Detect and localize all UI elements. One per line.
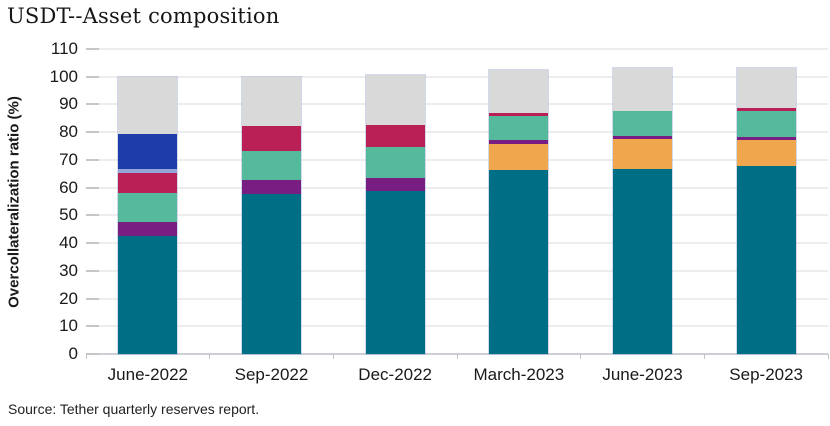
- gray-segment: [613, 68, 672, 111]
- purple-segment: [613, 136, 672, 140]
- x-tick-label-dec-2022: Dec-2022: [358, 365, 433, 384]
- green-segment: [613, 110, 672, 137]
- y-axis-title-wrap: Overcollateralization ratio (%): [2, 49, 26, 354]
- y-axis-tick-70: [86, 158, 99, 161]
- gray-segment: [365, 74, 425, 125]
- y-tick-label-100: 100: [49, 66, 78, 86]
- teal-segment: [613, 169, 672, 354]
- y-axis-tick-60: [86, 186, 99, 189]
- orange-segment: [613, 139, 672, 170]
- y-axis-title: Overcollateralization ratio (%): [5, 95, 23, 308]
- y-axis-tick-50: [86, 214, 99, 217]
- gridline-90: [86, 103, 828, 106]
- y-tick-label-40: 40: [59, 233, 78, 253]
- x-axis-tick-3: [456, 354, 458, 359]
- purple-segment: [242, 180, 301, 194]
- y-axis-tick-110: [86, 48, 99, 50]
- orange-segment: [736, 140, 796, 167]
- crimson-segment: [489, 112, 549, 116]
- orange-segment: [489, 143, 549, 171]
- x-tick-label-june-2023: June-2023: [602, 365, 683, 384]
- crimson-segment: [365, 124, 425, 148]
- x-axis-tick-6: [827, 354, 829, 359]
- purple-segment: [736, 137, 796, 141]
- y-axis-tick-10: [86, 325, 99, 328]
- bar-dec-2022: [364, 73, 426, 356]
- y-axis-tick-labels: 0 10 20 30 40 50 60 70 80 90 100 110: [30, 39, 78, 363]
- chart-title: USDT--Asset composition: [7, 4, 280, 28]
- y-axis-tick-90: [86, 103, 99, 106]
- gridline-110: [86, 48, 828, 50]
- green-segment: [118, 192, 178, 222]
- crimson-segment: [242, 125, 301, 152]
- x-axis-tick-1: [209, 354, 211, 359]
- green-segment: [489, 115, 549, 141]
- x-tick-label-sep-2022: Sep-2022: [234, 365, 309, 384]
- gridline-50: [86, 214, 828, 217]
- x-axis-tick-0: [85, 354, 87, 359]
- purple-segment: [365, 177, 425, 191]
- y-axis-tick-20: [86, 297, 99, 300]
- y-tick-label-60: 60: [59, 177, 78, 197]
- gray-segment: [736, 68, 796, 109]
- teal-segment: [736, 166, 796, 354]
- gray-segment: [489, 70, 549, 113]
- gray-segment: [118, 76, 178, 134]
- teal-segment: [489, 170, 549, 354]
- y-tick-label-20: 20: [59, 288, 78, 308]
- bar-june-2023: [612, 67, 673, 355]
- y-axis-tick-80: [86, 131, 99, 134]
- y-axis-tick-30: [86, 269, 99, 272]
- source-note: Source: Tether quarterly reserves report…: [8, 401, 260, 417]
- x-tick-label-june-2022: June-2022: [107, 365, 188, 384]
- green-segment: [242, 151, 301, 181]
- purple-segment: [118, 221, 178, 236]
- teal-segment: [242, 193, 301, 354]
- y-axis-tick-0: [86, 353, 99, 355]
- purple-segment: [489, 140, 549, 144]
- y-tick-label-70: 70: [59, 149, 78, 169]
- y-tick-label-110: 110: [50, 39, 78, 58]
- green-segment: [365, 147, 425, 178]
- green-segment: [736, 110, 796, 138]
- x-axis-tick-2: [332, 354, 334, 359]
- x-tick-label-march-2023: March-2023: [473, 365, 565, 384]
- y-axis-tick-40: [86, 242, 99, 245]
- blue-segment: [118, 133, 178, 169]
- gridline-20: [86, 297, 828, 300]
- gridline-30: [86, 269, 828, 272]
- y-tick-label-90: 90: [59, 94, 78, 114]
- y-tick-label-50: 50: [59, 205, 78, 225]
- bar-march-2023: [488, 69, 550, 355]
- x-tick-label-sep-2023: Sep-2023: [729, 365, 804, 384]
- x-axis-tick-4: [580, 354, 582, 359]
- gridline-60: [86, 186, 828, 189]
- gridline-70: [86, 158, 828, 161]
- gridline-80: [86, 131, 828, 134]
- teal-segment: [365, 190, 425, 354]
- crimson-segment: [118, 172, 178, 193]
- y-axis-tick-100: [86, 75, 99, 78]
- teal-segment: [118, 235, 178, 354]
- bar-sep-2023: [735, 67, 797, 355]
- y-tick-label-10: 10: [59, 316, 78, 336]
- gray-segment: [242, 76, 301, 126]
- periwinkle-segment: [118, 168, 178, 173]
- y-tick-label-80: 80: [59, 122, 78, 142]
- plot-area: [85, 48, 829, 359]
- gridline-10: [86, 325, 828, 328]
- gridline-100: [86, 75, 828, 78]
- y-tick-label-0: 0: [68, 344, 78, 363]
- gridline-40: [86, 242, 828, 245]
- x-axis-tick-labels: June-2022 Sep-2022 Dec-2022 March-2023 June-…: [86, 365, 828, 387]
- x-axis-tick-5: [703, 354, 705, 359]
- crimson-segment: [736, 108, 796, 111]
- bar-june-2022: [117, 75, 179, 356]
- y-tick-label-30: 30: [59, 260, 78, 280]
- bar-sep-2022: [241, 75, 302, 356]
